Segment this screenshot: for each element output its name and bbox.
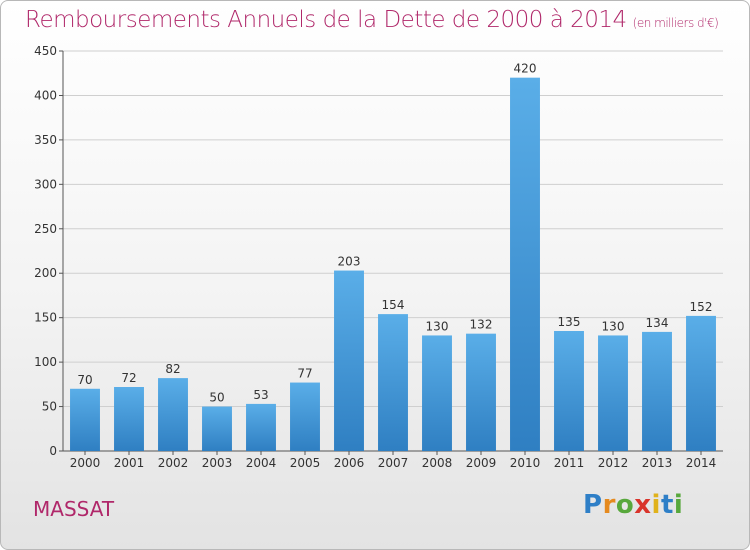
bar-2010 — [510, 77, 540, 452]
title-text: Remboursements Annuels de la Dette de 20… — [25, 7, 627, 33]
y-tick-label: 400 — [34, 88, 57, 102]
bar-2011 — [554, 331, 584, 451]
x-tick-label: 2013 — [642, 456, 673, 470]
x-tick-label: 2014 — [686, 456, 717, 470]
bar-2013 — [642, 331, 672, 451]
x-tick-label: 2006 — [334, 456, 365, 470]
y-tick-label: 50 — [42, 400, 57, 414]
proxiti-logo: Proxiti — [583, 490, 683, 520]
logo-letter: r — [602, 490, 616, 520]
x-tick-label: 2003 — [202, 456, 233, 470]
x-tick-label: 2005 — [290, 456, 321, 470]
data-label: 82 — [165, 362, 180, 376]
x-tick-label: 2007 — [378, 456, 409, 470]
bars — [70, 77, 716, 452]
data-label: 132 — [470, 318, 493, 332]
y-tick-label: 350 — [34, 133, 57, 147]
bar-2007 — [378, 314, 408, 451]
bar-2004 — [246, 403, 276, 451]
data-label: 77 — [297, 367, 312, 381]
logo-letter: x — [634, 490, 652, 520]
x-tick-label: 2010 — [510, 456, 541, 470]
bar-2012 — [598, 335, 628, 451]
y-tick-label: 200 — [34, 266, 57, 280]
x-tick-label: 2008 — [422, 456, 453, 470]
data-label: 135 — [558, 315, 581, 329]
bar-2005 — [290, 382, 320, 451]
x-tick-label: 2000 — [70, 456, 101, 470]
bar-2006 — [334, 270, 364, 451]
logo-letter: P — [583, 490, 603, 520]
data-label: 154 — [382, 298, 405, 312]
bar-2000 — [70, 388, 100, 451]
x-tick-label: 2009 — [466, 456, 497, 470]
bar-2001 — [114, 387, 144, 451]
bar-2009 — [466, 333, 496, 451]
y-tick-label: 150 — [34, 311, 57, 325]
y-tick-label: 0 — [49, 444, 57, 458]
bar-2008 — [422, 335, 452, 451]
data-label: 72 — [121, 371, 136, 385]
data-label: 130 — [602, 319, 625, 333]
y-tick-label: 450 — [34, 44, 57, 58]
data-label: 50 — [209, 391, 224, 405]
x-tick-label: 2012 — [598, 456, 629, 470]
data-label: 53 — [253, 388, 268, 402]
unit-label: (en milliers d'€) — [632, 16, 719, 30]
logo-letter: t — [660, 490, 674, 520]
chart-title: Remboursements Annuels de la Dette de 20… — [25, 7, 719, 33]
y-tick-label: 250 — [34, 222, 57, 236]
labels: 0501001502002503003504004502000702001722… — [34, 44, 716, 470]
bar-2014 — [686, 315, 716, 451]
data-label: 70 — [77, 373, 92, 387]
x-tick-label: 2001 — [114, 456, 145, 470]
bar-2003 — [202, 406, 232, 451]
y-tick-label: 100 — [34, 355, 57, 369]
x-tick-label: 2011 — [554, 456, 585, 470]
logo-letter: i — [651, 490, 661, 520]
x-tick-label: 2002 — [158, 456, 189, 470]
y-tick-label: 300 — [34, 177, 57, 191]
bar-2002 — [158, 378, 188, 451]
logo-letter: o — [615, 490, 635, 520]
data-label: 130 — [426, 319, 449, 333]
data-label: 134 — [646, 316, 669, 330]
x-tick-label: 2004 — [246, 456, 277, 470]
data-label: 203 — [338, 255, 361, 269]
data-label: 152 — [690, 300, 713, 314]
logo-letter: i — [673, 490, 684, 520]
commune-name: MASSAT — [33, 497, 115, 521]
data-label: 420 — [514, 62, 537, 76]
